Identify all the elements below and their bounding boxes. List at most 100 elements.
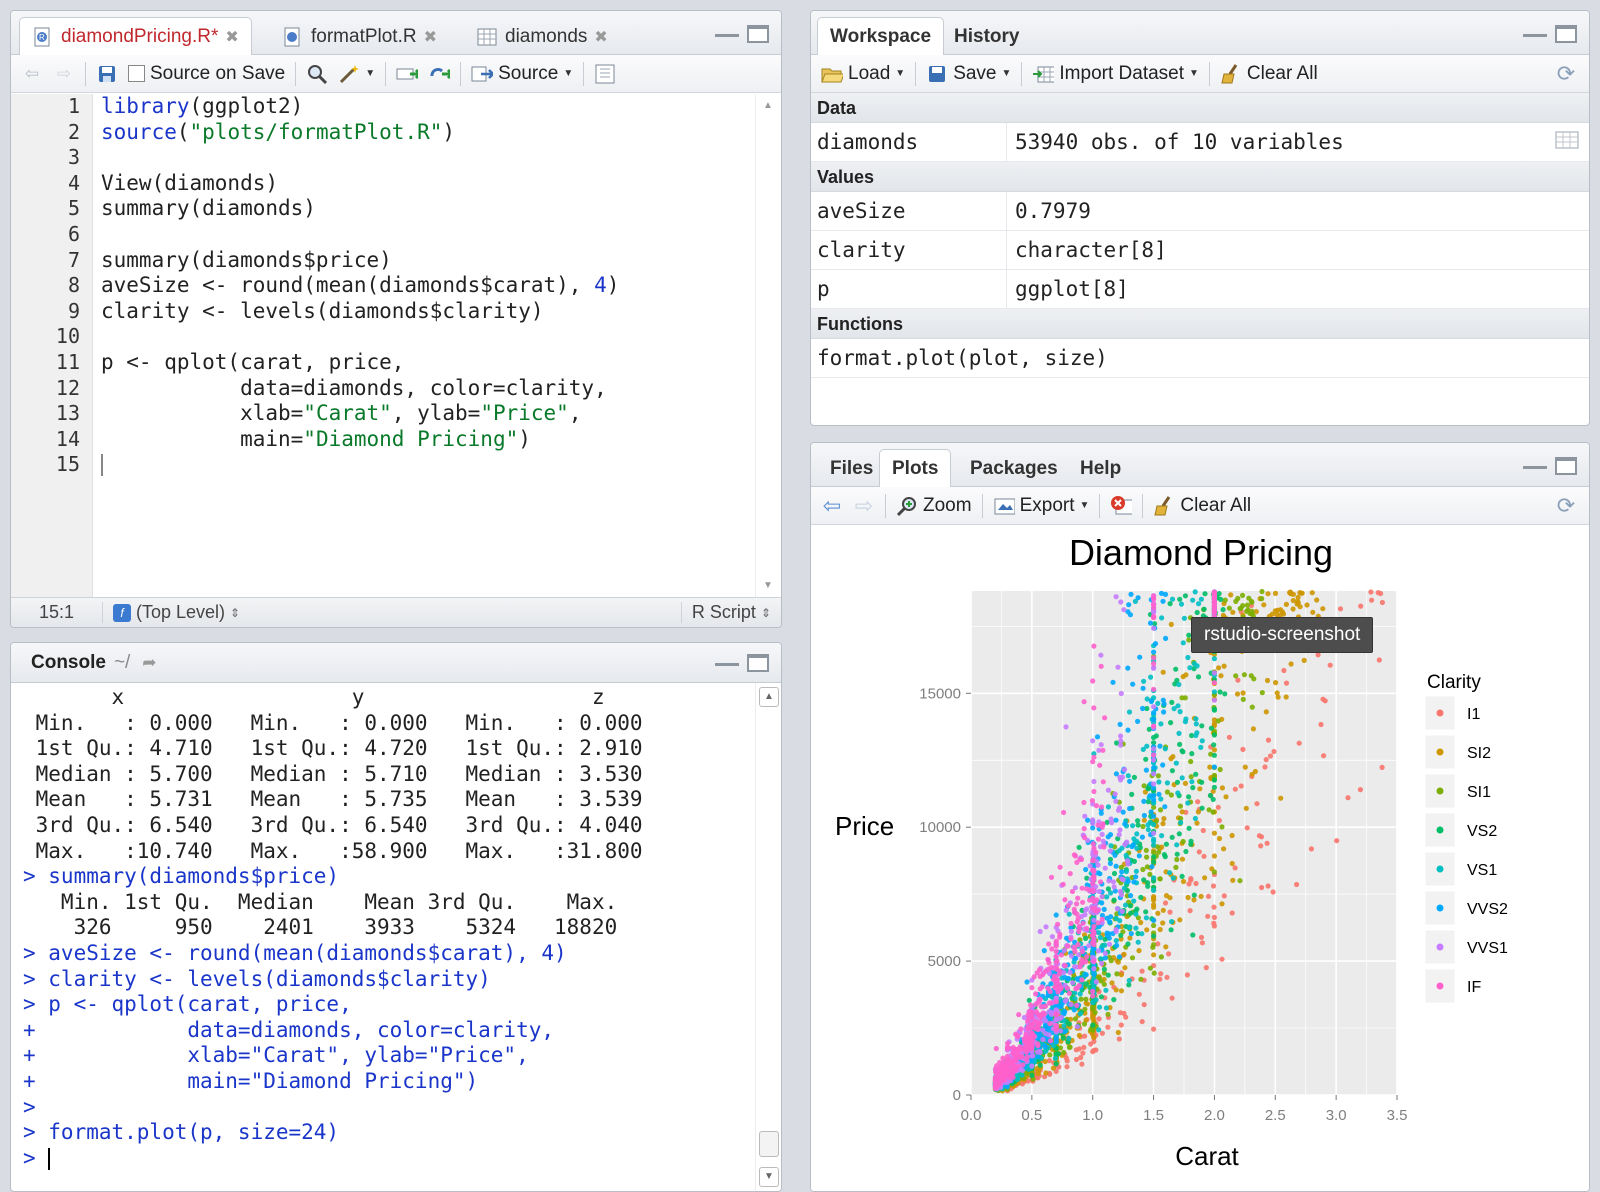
remove-plot-icon[interactable] [1110, 495, 1133, 517]
back-arrow-icon[interactable]: ⇦ [24, 64, 40, 83]
checkbox-icon[interactable] [128, 65, 145, 82]
console-scrollbar[interactable]: ▲ ▼ [755, 683, 781, 1191]
code-editor[interactable]: 1 2 3 4 5 6 7 8 9 10 11 12 13 14 15 library(ggplot2) s… [11, 94, 755, 597]
data-point [1235, 677, 1241, 683]
data-point [1118, 738, 1124, 744]
tab-formatplot[interactable]: formatPlot.R ✖ [269, 17, 450, 55]
data-point [1179, 856, 1186, 862]
search-icon[interactable] [306, 63, 328, 85]
scroll-thumb[interactable] [759, 1131, 779, 1157]
run-line-icon[interactable] [396, 63, 419, 85]
scroll-up-icon[interactable]: ▲ [759, 687, 779, 707]
data-point [1193, 716, 1199, 722]
data-point [1140, 823, 1146, 830]
data-point [1199, 940, 1205, 946]
data-point [1283, 601, 1289, 607]
file-type-selector[interactable]: R Script ⇕ [680, 602, 781, 623]
close-tab-icon[interactable]: ✖ [594, 28, 608, 46]
workspace-row[interactable]: clarity character[8] [811, 231, 1589, 270]
save-icon[interactable] [96, 63, 118, 85]
workspace-pane: Workspace History Load ▼ Save ▼ Import Dat… [810, 10, 1590, 426]
maximize-icon[interactable] [1555, 25, 1577, 43]
data-point [1080, 899, 1086, 905]
zoom-button[interactable]: Zoom [896, 495, 972, 517]
source-button[interactable]: Source ▼ [471, 63, 573, 85]
console-line: Max. :10.740 Max. :58.900 Max. :31.800 [23, 838, 643, 863]
workspace-row[interactable]: format.plot(plot, size) [811, 339, 1589, 378]
r-file-icon: R [32, 26, 54, 48]
refresh-icon[interactable]: ⟳ [1556, 492, 1576, 518]
refresh-icon[interactable]: ⟳ [1556, 60, 1576, 86]
next-plot-icon[interactable]: ⇨ [854, 492, 874, 518]
tab-diamonds[interactable]: diamonds ✖ [463, 17, 621, 55]
source-on-save-checkbox[interactable]: Source on Save [128, 63, 285, 85]
data-point [1062, 897, 1068, 903]
data-point [1087, 863, 1093, 869]
workspace-row[interactable]: aveSize 0.7979 [811, 192, 1589, 231]
data-point [1070, 980, 1076, 986]
outline-icon[interactable] [594, 63, 616, 85]
data-point [1177, 803, 1183, 809]
tab-files[interactable]: Files [830, 457, 874, 479]
workspace-row[interactable]: diamonds 53940 obs. of 10 variables [811, 123, 1589, 162]
legend: Clarity I1 SI2 SI1 VS2 VS1 VVS2 VVS1 IF [1424, 672, 1508, 1004]
close-tab-icon[interactable]: ✖ [225, 29, 239, 46]
data-point [1147, 965, 1153, 971]
data-point [1187, 665, 1193, 671]
load-button[interactable]: Load ▼ [821, 63, 905, 85]
import-dataset-button[interactable]: Import Dataset ▼ [1032, 63, 1199, 85]
tab-diamondpricing[interactable]: R diamondPricing.R* ✖ [19, 17, 252, 56]
legend-label: IF [1467, 979, 1481, 996]
tab-packages[interactable]: Packages [970, 457, 1058, 479]
zoom-icon [896, 495, 918, 517]
maximize-icon[interactable] [1555, 457, 1577, 475]
maximize-icon[interactable] [747, 25, 769, 43]
tab-help[interactable]: Help [1080, 457, 1122, 479]
data-point [1151, 596, 1157, 602]
legend-label: I1 [1467, 706, 1480, 723]
minimize-icon[interactable] [715, 654, 739, 666]
workspace-row[interactable]: p ggplot[8] [811, 270, 1589, 309]
data-point [1029, 1024, 1035, 1031]
code-tools-menu[interactable]: ▼ [338, 63, 375, 85]
tab-plots[interactable]: Plots [879, 449, 952, 488]
data-point [1337, 606, 1344, 612]
scroll-down-icon[interactable]: ▼ [759, 1167, 779, 1187]
data-point [1155, 910, 1161, 916]
forward-arrow-icon[interactable]: ⇨ [56, 64, 72, 83]
data-point [1151, 897, 1157, 903]
minimize-icon[interactable] [1523, 457, 1547, 469]
save-button[interactable]: Save ▼ [926, 63, 1011, 85]
go-to-directory-icon[interactable]: ➦ [142, 653, 157, 672]
console-prompt[interactable]: > [23, 1145, 51, 1170]
data-point [1170, 875, 1176, 881]
clear-all-plots-button[interactable]: Clear All [1153, 495, 1251, 517]
data-point [1151, 740, 1157, 746]
scope-selector[interactable]: f (Top Level) ⇕ [103, 602, 681, 623]
editor-scrollbar[interactable]: ▲ ▼ [755, 94, 781, 597]
data-point [1151, 710, 1157, 716]
console-output[interactable]: x y z Min. : 0.000 Min. : 0.000 Min. : 0… [11, 683, 755, 1191]
data-point [1158, 971, 1164, 977]
export-button[interactable]: Export ▼ [993, 495, 1089, 517]
data-point [1035, 1075, 1041, 1081]
data-point [1091, 1038, 1097, 1045]
data-point [1151, 902, 1157, 908]
maximize-icon[interactable] [747, 654, 769, 672]
rerun-icon[interactable] [428, 63, 451, 85]
close-tab-icon[interactable]: ✖ [423, 28, 437, 46]
previous-plot-icon[interactable]: ⇦ [822, 492, 842, 518]
scroll-up-icon[interactable]: ▲ [763, 100, 773, 111]
minimize-icon[interactable] [715, 25, 739, 37]
tab-history[interactable]: History [954, 25, 1020, 47]
code-content[interactable]: library(ggplot2) source("plots/formatPlo… [101, 94, 755, 478]
minimize-icon[interactable] [1523, 25, 1547, 37]
view-table-icon[interactable] [1555, 130, 1579, 155]
tab-workspace[interactable]: Workspace [817, 17, 945, 56]
data-point [1241, 672, 1247, 678]
clear-all-button[interactable]: Clear All [1220, 63, 1318, 85]
scroll-down-icon[interactable]: ▼ [763, 580, 773, 591]
data-point [1237, 878, 1243, 884]
data-point [1191, 892, 1197, 898]
data-point [1048, 1000, 1054, 1006]
